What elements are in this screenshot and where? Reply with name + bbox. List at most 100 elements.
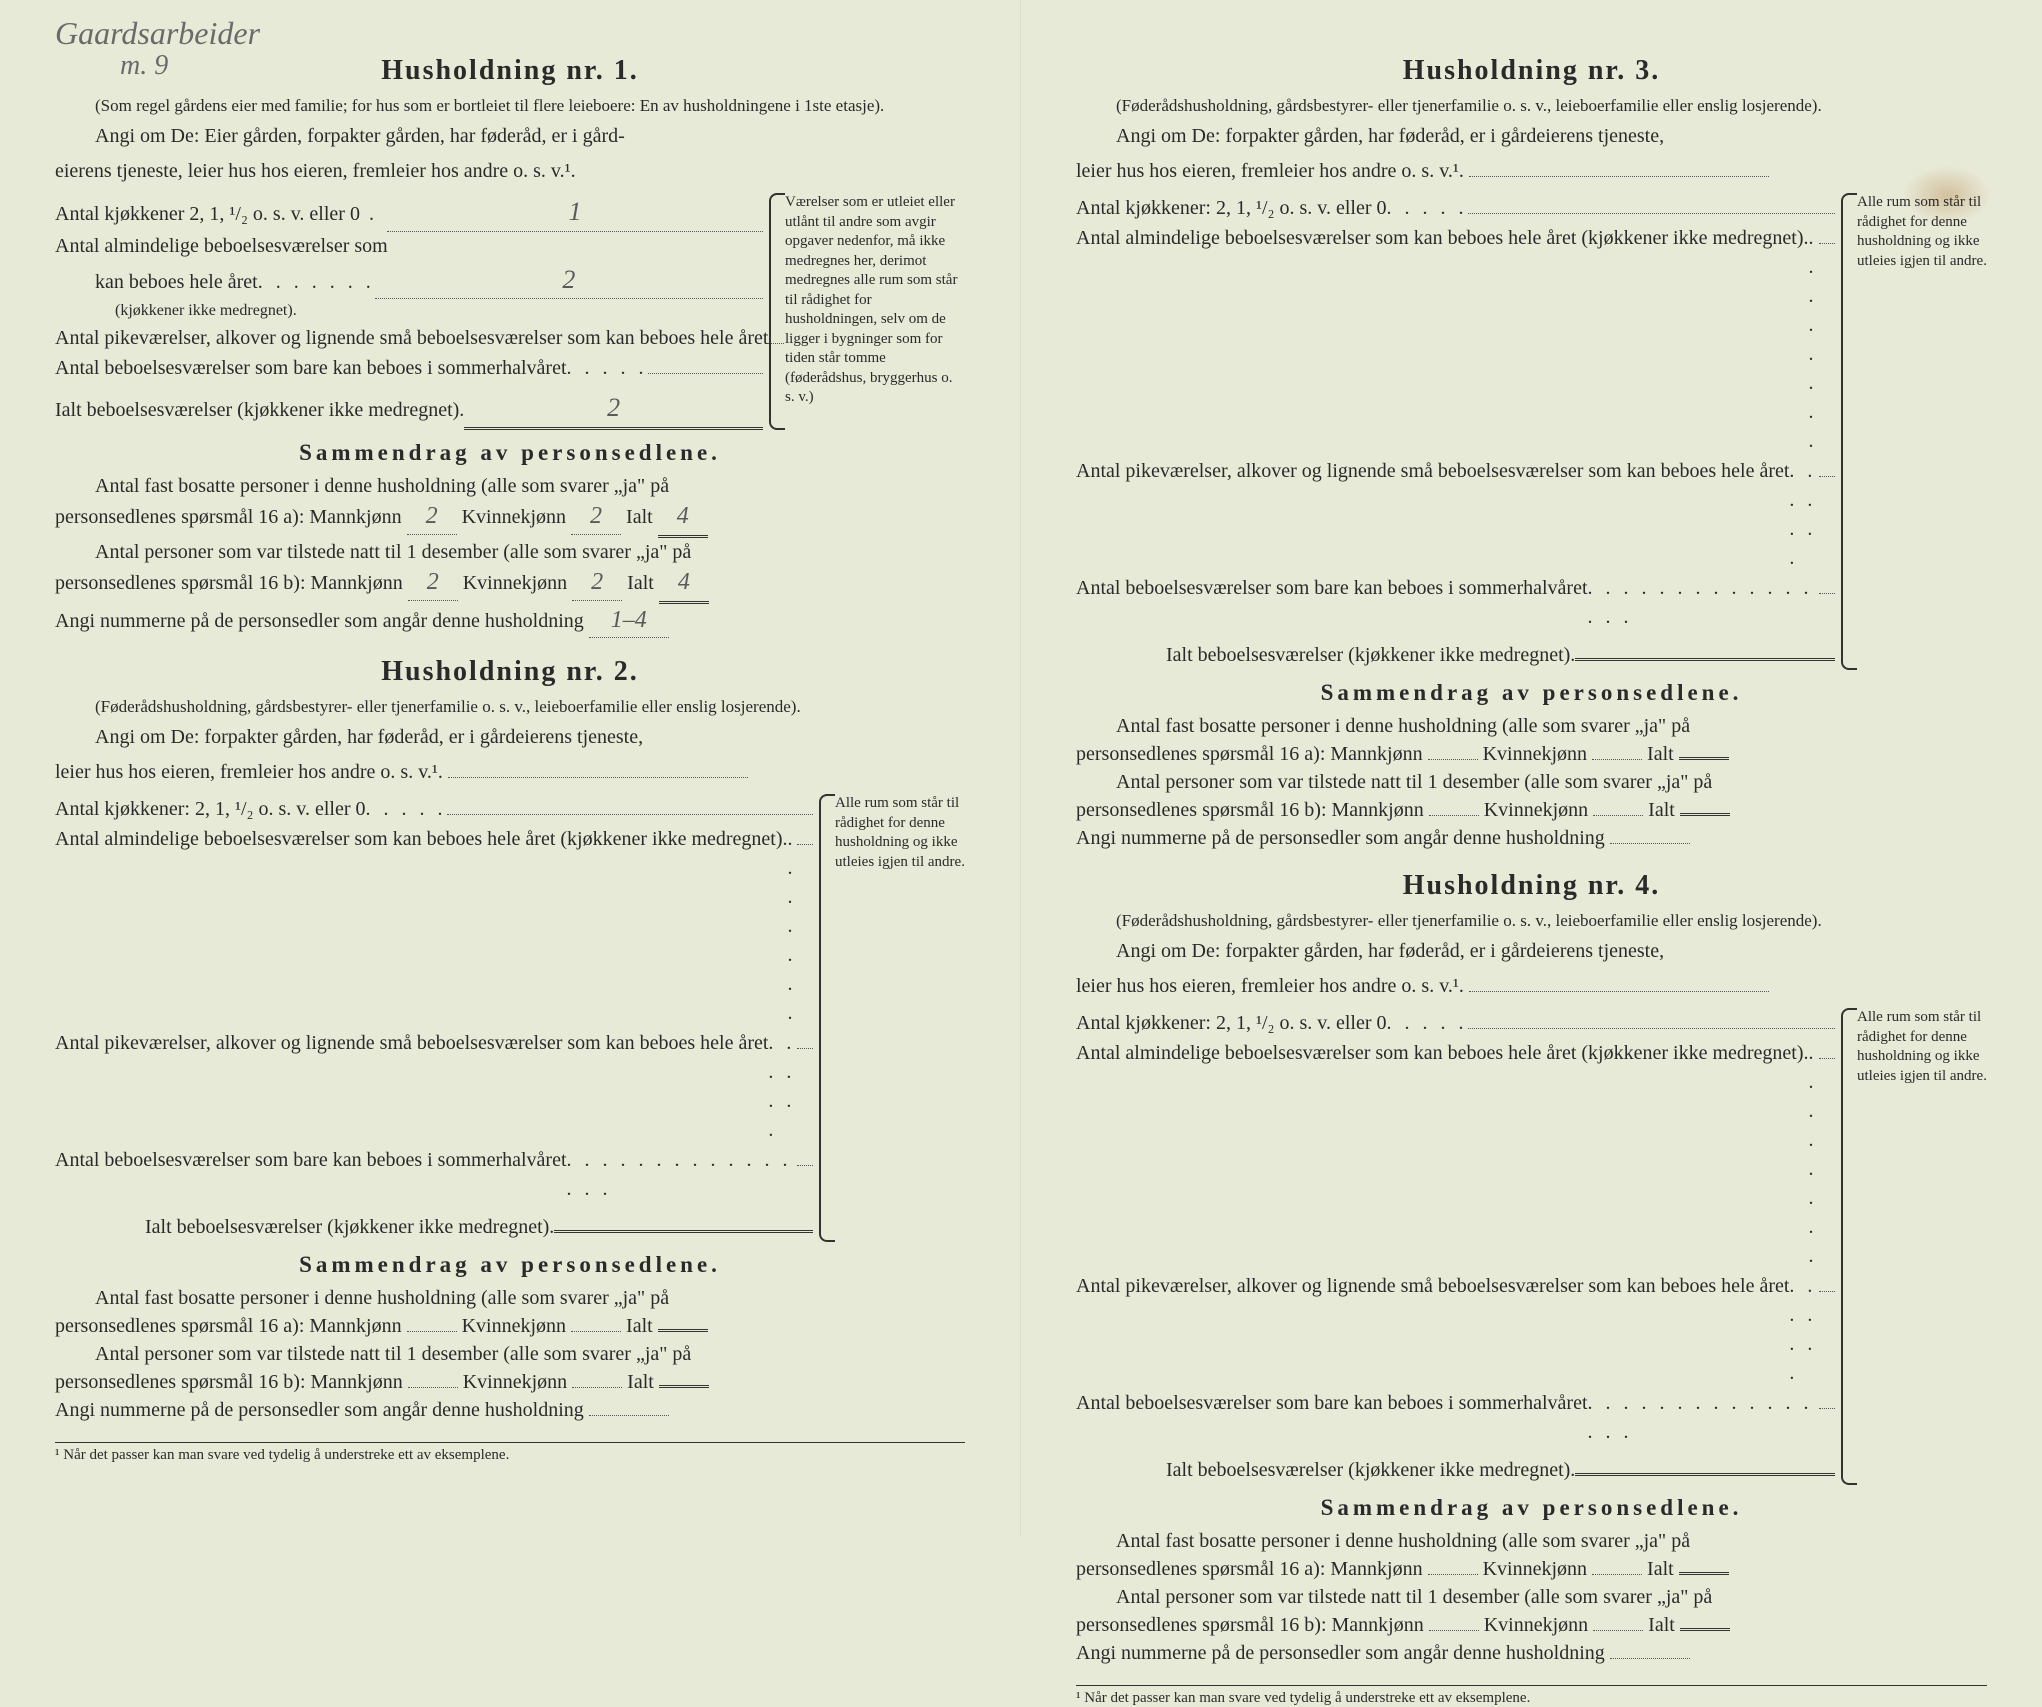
h1-ialt2-label2: Ialt (627, 572, 654, 594)
dots: . . . . . (567, 354, 648, 383)
h1-sidenote: Værelser som er utleiet eller utlånt til… (773, 193, 965, 430)
h3-sum1b: personsedlenes spørsmål 16 a): Mannkjønn… (1076, 740, 1987, 768)
h4-angi-field (1469, 991, 1769, 992)
h2-ialt-line: Ialt beboelsesværelser (kjøkkener ikke m… (55, 1210, 813, 1242)
h4-summer-value (1819, 1388, 1835, 1409)
h2-k1 (571, 1331, 621, 1332)
h1-pike-label: Antal pikeværelser, alkover og lignende … (55, 324, 768, 353)
h2-nummer-value (589, 1415, 669, 1416)
h4-kitchen-value (1468, 1008, 1836, 1029)
h3-sum2b: personsedlenes spørsmål 16 b): Mannkjønn… (1076, 796, 1987, 824)
h3-rows: Antal kjøkkener: 2, 1, ¹/₂ o. s. v. elle… (1076, 193, 1987, 670)
dots: . . . . . (1387, 1009, 1468, 1038)
h4-sum2: Antal personer som var tilstede natt til… (1076, 1583, 1987, 1611)
h4-ialt-value (1575, 1453, 1835, 1476)
h4-title: Husholdning nr. 4. (1076, 870, 1987, 902)
h1-sum1b: personsedlenes spørsmål 16 a): Mannkjønn… (55, 500, 965, 538)
h4-rooms-value (1819, 1038, 1835, 1059)
h2-sum1b: personsedlenes spørsmål 16 a): Mannkjønn… (55, 1312, 965, 1340)
h2-title: Husholdning nr. 2. (55, 656, 965, 688)
h2-kitchen-label: Antal kjøkkener: 2, 1, ¹/₂ o. s. v. elle… (55, 795, 366, 824)
h4-summer-line: Antal beboelsesværelser som bare kan beb… (1076, 1388, 1835, 1447)
h4-sidenote: Alle rum som står til rådighet for denne… (1845, 1008, 1987, 1485)
h2-subtitle: (Føderådshusholdning, gårdsbestyrer- ell… (55, 696, 965, 718)
h4-ialt-line: Ialt beboelsesværelser (kjøkkener ikke m… (1076, 1453, 1835, 1485)
dots: . . . . . . . . . . . . . . . . (1588, 1389, 1819, 1447)
h3-nummer-line: Angi nummerne på de personsedler som ang… (1076, 824, 1987, 852)
h3-kitchen-value (1468, 193, 1836, 214)
h1-rows-left: Antal kjøkkener 2, 1, ¹/₂ o. s. v. eller… (55, 193, 763, 430)
h3-rooms-line: Antal almindelige beboelsesværelser som … (1076, 223, 1835, 456)
h1-angi-text: Angi om De: Eier gården, forpakter gårde… (95, 125, 625, 147)
h2-ialt2-label: Ialt (626, 1315, 653, 1337)
dots: . . . . . . . (1789, 1272, 1819, 1388)
h1-sidenote-text: Værelser som er utleiet eller utlånt til… (785, 194, 957, 405)
h4-kv-label: Kvinnekjønn (1483, 1558, 1587, 1580)
h2-nummer-line: Angi nummerne på de personsedler som ang… (55, 1396, 965, 1424)
h1-rooms-line2: kan beboes hele året . . . . . . . 2 (55, 261, 763, 300)
h4-sum1b: personsedlenes spørsmål 16 a): Mannkjønn… (1076, 1555, 1987, 1583)
footnote-right: ¹ Når det passer kan man svare ved tydel… (1076, 1685, 1987, 1707)
h1-rooms-label1: Antal almindelige beboelsesværelser som (55, 232, 388, 261)
h1-sum2b: personsedlenes spørsmål 16 b): Mannkjønn… (55, 566, 965, 604)
h2-angi-field (448, 777, 748, 778)
h2-pike-value (797, 1028, 813, 1049)
h4-pike-value (1819, 1271, 1835, 1292)
h3-ialt2-label: Ialt (1647, 743, 1674, 765)
h2-sidenote-text: Alle rum som står til rådighet for denne… (835, 795, 965, 870)
h1-k1: 2 (571, 500, 621, 535)
h2-ialt-label: Ialt beboelsesværelser (kjøkkener ikke m… (145, 1213, 554, 1242)
h3-kitchen-line: Antal kjøkkener: 2, 1, ¹/₂ o. s. v. elle… (1076, 193, 1835, 223)
h3-m2 (1429, 815, 1479, 816)
h2-sammendrag: Sammendrag av personsedlene. (55, 1252, 965, 1278)
h2-sum2: Antal personer som var tilstede natt til… (55, 1340, 965, 1368)
brace (1841, 1008, 1857, 1485)
h1-ialt-label: Ialt beboelsesværelser (kjøkkener ikke m… (55, 396, 464, 425)
h1-ialt2-label: Ialt (626, 506, 653, 528)
h1-rooms-note: (kjøkkener ikke medregnet). (55, 299, 763, 322)
h3-ialt-label: Ialt beboelsesværelser (kjøkkener ikke m… (1166, 641, 1575, 670)
h1-m1: 2 (407, 500, 457, 535)
h4-rows: Antal kjøkkener: 2, 1, ¹/₂ o. s. v. elle… (1076, 1008, 1987, 1485)
h3-title: Husholdning nr. 3. (1076, 55, 1987, 87)
h2-summer-line: Antal beboelsesværelser som bare kan beb… (55, 1145, 813, 1204)
dots: . . . . . . . (768, 1029, 797, 1145)
h2-nummer-label: Angi nummerne på de personsedler som ang… (55, 1399, 584, 1421)
dots: . . . . . (366, 795, 447, 824)
h3-pike-value (1819, 456, 1835, 477)
h4-pike-label: Antal pikeværelser, alkover og lignende … (1076, 1272, 1789, 1301)
h2-rows-left: Antal kjøkkener: 2, 1, ¹/₂ o. s. v. elle… (55, 794, 813, 1242)
h3-sum2: Antal personer som var tilstede natt til… (1076, 768, 1987, 796)
h2-sum2b: personsedlenes spørsmål 16 b): Mannkjønn… (55, 1368, 965, 1396)
h4-k2 (1593, 1630, 1643, 1631)
h4-angi2: leier hus hos eieren, fremleier hos andr… (1076, 973, 1987, 1000)
h4-ialt-label: Ialt beboelsesværelser (kjøkkener ikke m… (1166, 1456, 1575, 1485)
right-page: Husholdning nr. 3. (Føderådshusholdning,… (1021, 0, 2042, 1536)
h3-angi: Angi om De: forpakter gården, har føderå… (1076, 123, 1987, 150)
h3-sum2b-text: personsedlenes spørsmål 16 b): Mannkjønn (1076, 799, 1424, 821)
h2-sum1b-text: personsedlenes spørsmål 16 a): Mannkjønn (55, 1315, 402, 1337)
h4-angi2-text: leier hus hos eieren, fremleier hos andr… (1076, 975, 1464, 997)
h2-kitchen-line: Antal kjøkkener: 2, 1, ¹/₂ o. s. v. elle… (55, 794, 813, 824)
h3-nummer-label: Angi nummerne på de personsedler som ang… (1076, 827, 1605, 849)
h4-nummer-line: Angi nummerne på de personsedler som ang… (1076, 1639, 1987, 1667)
dots: . . . . . . . (1789, 457, 1819, 573)
left-page: Gaardsarbeider m. 9 Husholdning nr. 1. (… (0, 0, 1021, 1536)
h1-ialt-line: Ialt beboelsesværelser (kjøkkener ikke m… (55, 389, 763, 431)
h4-i1 (1679, 1572, 1729, 1575)
h3-nummer-value (1610, 843, 1690, 844)
h3-pike-label: Antal pikeværelser, alkover og lignende … (1076, 457, 1789, 486)
dots: . . . . . . . . . . . . . . . . (567, 1146, 797, 1204)
brace (819, 794, 835, 1242)
h4-pike-line: Antal pikeværelser, alkover og lignende … (1076, 1271, 1835, 1388)
h4-summer-label: Antal beboelsesværelser som bare kan beb… (1076, 1389, 1588, 1418)
h3-sum1: Antal fast bosatte personer i denne hush… (1076, 712, 1987, 740)
h1-sammendrag: Sammendrag av personsedlene. (55, 440, 965, 466)
h1-rooms-value: 2 (375, 261, 763, 300)
h3-kv-label2: Kvinnekjønn (1484, 799, 1588, 821)
h2-i1 (658, 1329, 708, 1332)
h3-rows-left: Antal kjøkkener: 2, 1, ¹/₂ o. s. v. elle… (1076, 193, 1835, 670)
h3-sammendrag: Sammendrag av personsedlene. (1076, 680, 1987, 706)
h4-sum2b: personsedlenes spørsmål 16 b): Mannkjønn… (1076, 1611, 1987, 1639)
h3-kv-label: Kvinnekjønn (1483, 743, 1587, 765)
